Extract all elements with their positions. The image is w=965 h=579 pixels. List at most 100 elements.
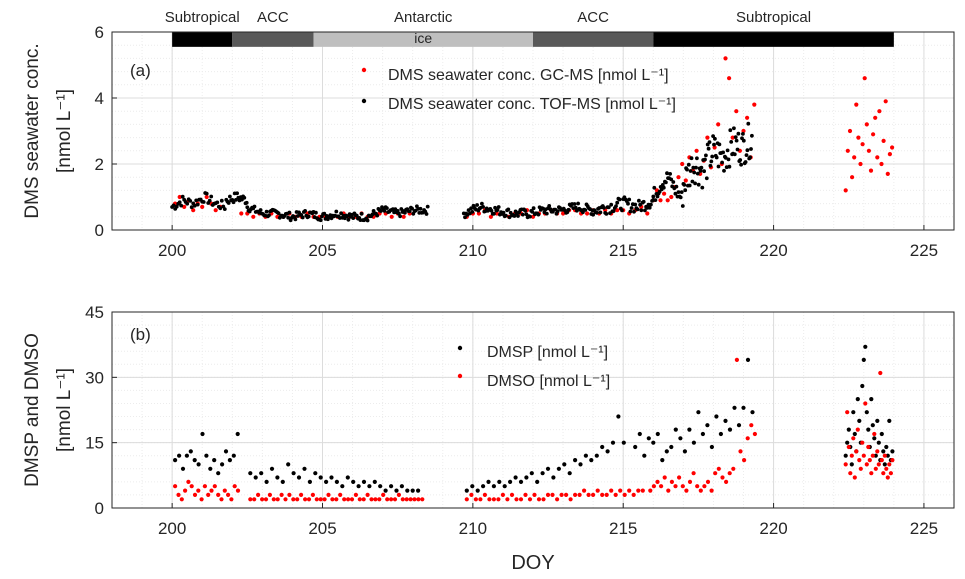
- data-point: [617, 197, 622, 202]
- data-point: [286, 462, 291, 467]
- data-point: [396, 492, 401, 497]
- data-point: [382, 209, 387, 213]
- data-point: [492, 211, 496, 216]
- data-point: [228, 194, 232, 199]
- panel-b-plot-area: [112, 312, 954, 508]
- data-point: [354, 213, 359, 218]
- data-point: [611, 209, 616, 214]
- data-point: [267, 213, 271, 218]
- data-point: [885, 475, 890, 480]
- data-point: [698, 488, 703, 493]
- data-point: [400, 497, 405, 502]
- data-point: [222, 207, 227, 212]
- region-bar-segment: [653, 32, 894, 47]
- data-point: [884, 466, 889, 471]
- data-point: [334, 479, 339, 484]
- data-point: [700, 431, 706, 437]
- data-point: [860, 440, 865, 445]
- data-point: [851, 410, 856, 415]
- data-point: [732, 126, 736, 131]
- data-point: [209, 488, 214, 493]
- data-point: [609, 202, 614, 207]
- data-point: [561, 211, 566, 216]
- x-tick-label: 210: [459, 519, 487, 538]
- data-point: [545, 492, 551, 497]
- panel-b-ticks: 200 205 210 215 220 225 0 15 30 45: [85, 303, 938, 538]
- data-point: [885, 171, 890, 176]
- data-point: [714, 155, 719, 160]
- data-point: [659, 484, 664, 489]
- data-point: [314, 497, 319, 502]
- data-point: [463, 215, 467, 220]
- data-point: [383, 488, 388, 493]
- data-point: [846, 427, 851, 432]
- data-point: [171, 203, 176, 208]
- data-point: [535, 479, 540, 484]
- data-point: [186, 479, 191, 484]
- data-point: [531, 206, 536, 211]
- data-point: [329, 475, 334, 480]
- data-point: [495, 208, 500, 212]
- data-point: [665, 198, 670, 203]
- data-point: [231, 200, 236, 205]
- data-point: [201, 200, 206, 204]
- data-point: [480, 201, 484, 206]
- data-point: [594, 453, 599, 458]
- data-point: [881, 138, 886, 143]
- data-point: [673, 191, 678, 196]
- data-point: [373, 497, 378, 502]
- data-point: [727, 427, 733, 432]
- panel-a-ylabel-line2: [nmol L⁻¹]: [54, 89, 75, 173]
- data-point: [302, 466, 307, 471]
- data-point: [385, 497, 390, 502]
- data-point: [669, 444, 674, 450]
- data-point: [882, 462, 887, 467]
- data-point: [885, 453, 890, 458]
- data-point: [633, 202, 638, 207]
- data-point: [562, 462, 567, 467]
- data-point: [683, 188, 688, 193]
- data-point: [420, 497, 425, 502]
- data-point: [669, 479, 675, 484]
- x-tick-label: 215: [609, 519, 637, 538]
- data-point: [641, 199, 646, 204]
- data-point: [418, 206, 423, 211]
- data-point: [668, 172, 672, 176]
- data-point: [252, 204, 257, 209]
- data-point: [287, 210, 292, 215]
- data-point: [875, 418, 880, 423]
- data-point: [275, 497, 280, 502]
- data-point: [720, 160, 724, 165]
- data-point: [326, 492, 331, 497]
- data-point: [734, 109, 739, 114]
- data-point: [494, 211, 499, 216]
- data-point: [705, 479, 711, 484]
- data-point: [251, 214, 256, 219]
- legend-label-dmsp: DMSP [nmol L⁻¹]: [487, 344, 608, 361]
- data-point: [345, 475, 350, 480]
- data-point: [843, 188, 848, 193]
- data-point: [174, 204, 179, 209]
- data-point: [691, 471, 696, 476]
- data-point: [424, 212, 429, 216]
- data-point: [739, 162, 743, 167]
- data-point: [876, 440, 881, 445]
- panel-a-ticks: 200 205 210 215 220 225 0 2 4 6: [95, 23, 939, 260]
- panel-a: ice 200 205 210 215 220 225 0 2 4 6 (a) DMS seawa…: [22, 23, 955, 260]
- region-bar-segment: [313, 32, 533, 47]
- data-point: [524, 475, 529, 480]
- data-point: [884, 444, 889, 450]
- data-point: [470, 484, 475, 489]
- data-point: [887, 462, 892, 467]
- x-axis-label: DOY: [511, 552, 554, 574]
- data-point: [208, 466, 213, 471]
- data-point: [752, 431, 758, 437]
- data-point: [340, 484, 345, 489]
- data-point: [399, 484, 404, 489]
- data-point: [750, 133, 754, 138]
- y-tick-label: 0: [95, 221, 104, 240]
- data-point: [712, 145, 717, 150]
- data-point: [671, 180, 676, 184]
- data-point: [476, 211, 481, 216]
- data-point: [679, 190, 684, 195]
